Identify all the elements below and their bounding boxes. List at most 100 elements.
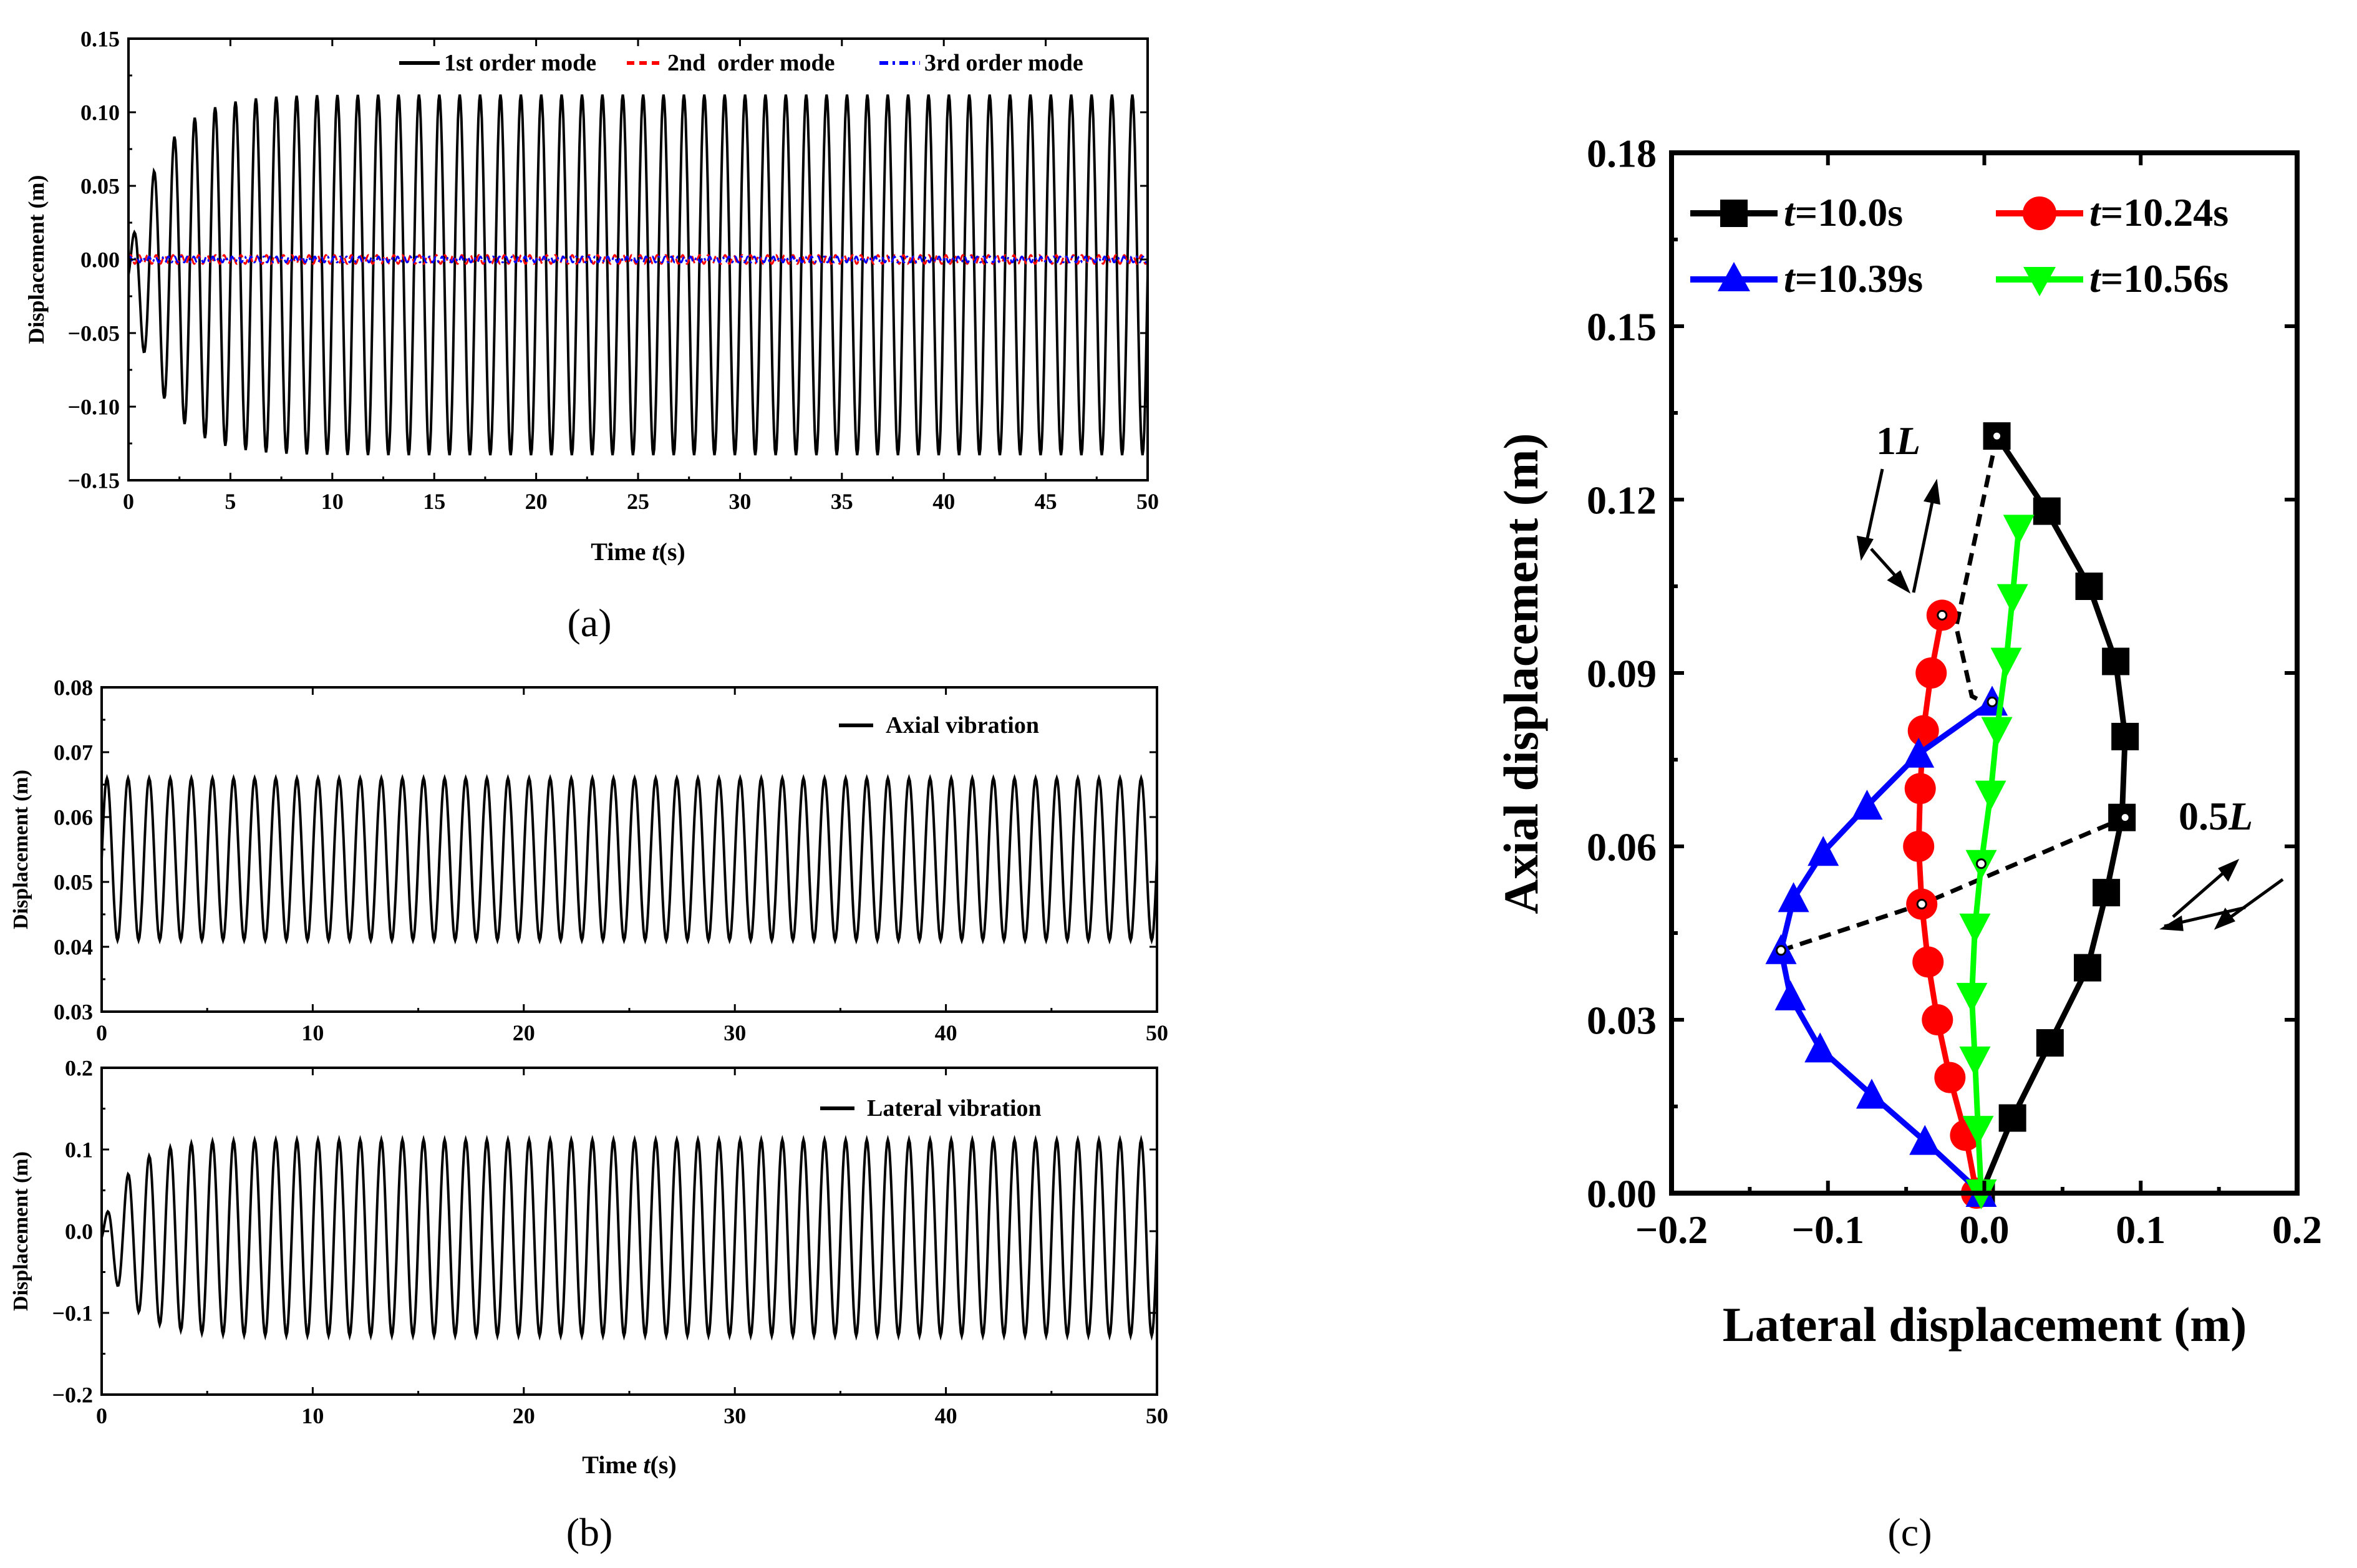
x-tick-label: 10 (321, 489, 344, 514)
x-tick-label: 30 (724, 1020, 746, 1045)
data-point-triangle-up (1804, 1032, 1836, 1063)
y-tick-label: 0.12 (1587, 478, 1657, 522)
panel-a-chart: 0 5 10 15 20 25 30 35 40 45 50 −0.15 −0.10 −0.05 0.00 0… (24, 27, 1159, 645)
legend-label-2nd-order: 2nd order mode (667, 50, 835, 76)
legend-marker-triangle-up (1718, 262, 1750, 291)
caption-b: (b) (566, 1510, 613, 1554)
data-point-triangle-up (1851, 790, 1883, 820)
data-point-triangle-down (1956, 982, 1988, 1013)
data-point-circle (1907, 715, 1939, 747)
panel-a-legend: 1st order mode 2nd order mode 3rd order … (399, 50, 1083, 76)
panel-b-lateral-chart: 0 10 20 30 40 50 −0.2 −0.1 0.0 0.1 0.2 Displacemen… (9, 1056, 1168, 1554)
y-tick-label: 0.2 (65, 1056, 93, 1081)
y-tick-label: 0.15 (1587, 304, 1657, 349)
x-tick-label: 5 (225, 489, 236, 514)
x-tick-label: 10 (301, 1403, 324, 1428)
data-point-circle (1912, 946, 1944, 978)
panel-b-axial-chart: 0 10 20 30 40 50 0.03 0.04 0.05 0.06 0.07 0.08 Disp… (9, 675, 1168, 1045)
x-tick-label: 0 (123, 489, 134, 514)
data-point-triangle-down (1962, 1116, 1994, 1146)
panel-b-lateral-data-layer (100, 1135, 1158, 1341)
connection-point (1916, 899, 1927, 910)
series-line-axial-vibration (100, 774, 1158, 945)
x-tick-label: 10 (301, 1020, 324, 1045)
connection-point (1975, 858, 1987, 869)
panel-c-data-layer (1765, 422, 2139, 1209)
y-tick-label: 0.07 (54, 740, 93, 765)
y-tick-label: 0.00 (1587, 1171, 1657, 1216)
legend-label-axial: Axial vibration (886, 712, 1039, 738)
data-point-circle (1922, 1004, 1953, 1035)
connection-point (1987, 696, 1998, 707)
panel-a-data-layer (127, 94, 1149, 456)
x-tick-label: 20 (513, 1403, 535, 1428)
panel-c-chart: −0.2 −0.1 0.0 0.1 0.2 0.00 0.03 0.06 0.09 0.12 0.1… (1494, 131, 2322, 1554)
x-tick-label: 45 (1035, 489, 1057, 514)
x-tick-label: 15 (423, 489, 445, 514)
x-tick-label: 50 (1146, 1403, 1168, 1428)
data-point-square (2036, 1029, 2064, 1057)
y-tick-label: 0.04 (54, 935, 93, 960)
panel-c-legend: t=10.0s t=10.24s t=10.39s t=10.56s (1690, 190, 2229, 301)
x-tick-label: 40 (935, 1020, 957, 1045)
panel-a-ticks: 0 5 10 15 20 25 30 35 40 45 50 −0.15 −0.10 −0.05 0.00 0… (67, 27, 1159, 514)
legend-label-t-10-0: t=10.0s (1784, 190, 1903, 235)
data-point-triangle-up (1808, 836, 1839, 866)
x-tick-label: 50 (1136, 489, 1159, 514)
x-tick-label: 0.2 (2272, 1207, 2322, 1252)
series-line-1st-order-mode (127, 94, 1149, 456)
y-tick-label: 0.10 (80, 100, 120, 125)
data-point-square (2111, 722, 2139, 750)
legend-label-lateral: Lateral vibration (867, 1095, 1042, 1121)
connection-point (1937, 609, 1948, 621)
panel-c-ticks: −0.2 −0.1 0.0 0.1 0.2 0.00 0.03 0.06 0.09 0.12 0.1… (1587, 131, 2322, 1252)
data-point-square (2093, 879, 2121, 907)
panel-b-x-axis-label: Time t(s) (582, 1451, 677, 1479)
data-point-square (2102, 647, 2130, 675)
x-tick-label: 30 (728, 489, 751, 514)
caption-a: (a) (567, 601, 611, 645)
y-tick-label: 0.0 (65, 1219, 93, 1244)
legend-label-1st-order: 1st order mode (444, 50, 596, 76)
panel-b-axial-legend: Axial vibration (839, 712, 1039, 738)
panel-c-x-axis-label: Lateral displacement (m) (1723, 1297, 2247, 1352)
y-tick-label: 0.03 (54, 1000, 93, 1025)
x-tick-label: 40 (935, 1403, 957, 1428)
data-point-triangle-down (1990, 647, 2022, 678)
data-point-circle (1903, 831, 1935, 862)
data-point-triangle-down (1959, 1046, 1991, 1077)
panel-c-y-axis-label: Axial displacement (m) (1494, 433, 1548, 914)
x-tick-label: −0.2 (1635, 1207, 1708, 1252)
panel-b-axial-y-axis-label: Displacement (m) (9, 770, 32, 929)
y-tick-label: 0.05 (80, 174, 120, 199)
x-tick-label: 0.1 (2116, 1207, 2166, 1252)
panel-b-lateral-legend: Lateral vibration (820, 1095, 1042, 1121)
y-tick-label: 0.05 (54, 870, 93, 895)
y-tick-label: 0.03 (1587, 998, 1657, 1042)
caption-c: (c) (1887, 1510, 1932, 1554)
legend-marker-square (1720, 200, 1748, 227)
x-tick-label: 40 (932, 489, 955, 514)
x-tick-label: 20 (525, 489, 548, 514)
legend-marker-circle (2023, 196, 2056, 230)
data-point-circle (1934, 1062, 1966, 1093)
legend-entry-t-10-39: t=10.39s (1690, 256, 1923, 301)
connection-point (1776, 945, 1787, 956)
data-point-triangle-down (2003, 515, 2035, 545)
legend-entry-t-10-0: t=10.0s (1690, 190, 1903, 235)
data-point-triangle-down (1996, 584, 2028, 614)
data-point-circle (1915, 657, 1947, 689)
y-tick-label: 0.06 (54, 805, 93, 830)
data-point-triangle-up (1903, 737, 1935, 768)
data-point-square (2075, 573, 2103, 600)
y-tick-label: −0.1 (52, 1301, 93, 1326)
y-tick-label: 0.1 (65, 1138, 93, 1163)
connection-point (1992, 430, 2003, 442)
data-point-triangle-down (1959, 913, 1991, 944)
x-tick-label: −0.1 (1792, 1207, 1864, 1252)
y-tick-label: 0.18 (1587, 131, 1657, 175)
legend-label-3rd-order: 3rd order mode (924, 50, 1083, 76)
y-tick-label: 0.00 (80, 248, 120, 273)
legend-entry-t-10-56: t=10.56s (1996, 256, 2229, 301)
